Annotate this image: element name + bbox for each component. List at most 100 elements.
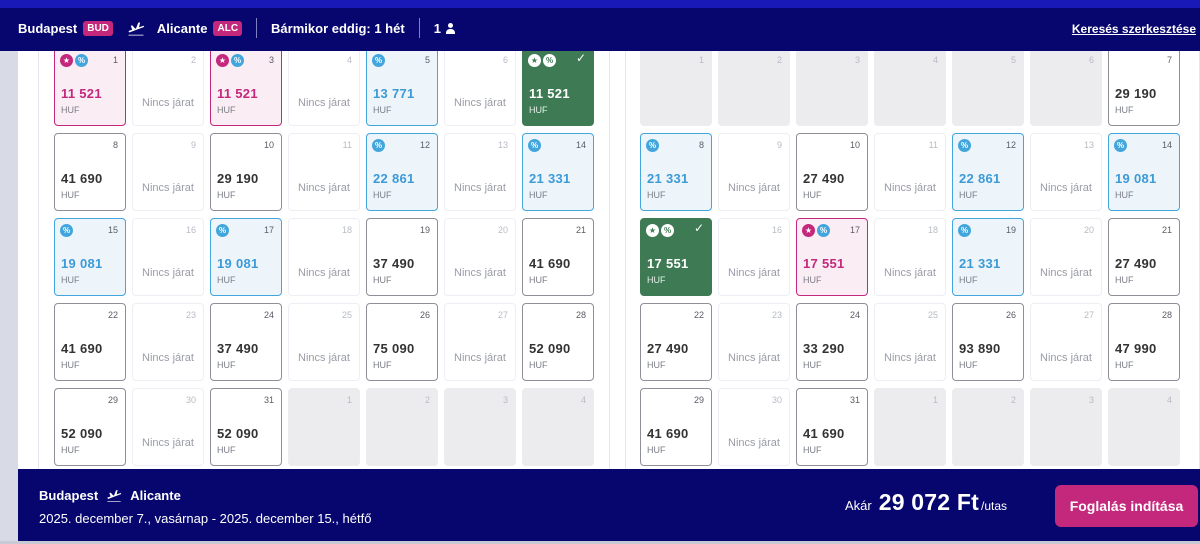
calendar-day[interactable]: % 12 22 861 HUF [366,133,438,211]
calendar-day-no-flight: 16 Nincs járat [132,218,204,296]
discount-percent-icon: % [817,224,830,237]
currency-label: HUF [217,105,236,115]
currency-label: HUF [647,360,666,370]
currency-label: HUF [373,190,392,200]
day-price: 27 490 [803,171,845,186]
calendar-day-no-flight: 18 Nincs járat [874,218,946,296]
no-flight-label: Nincs járat [142,352,194,364]
currency-label: HUF [647,275,666,285]
currency-label: HUF [959,275,978,285]
passenger-count: 1 [433,20,441,36]
calendar-day[interactable]: 22 41 690 HUF [54,303,126,381]
calendar-day[interactable]: 31 52 090 HUF [210,388,282,466]
calendar-day-empty: 1 [640,51,712,126]
day-price: 19 081 [61,256,103,271]
discount-percent-icon: % [372,139,385,152]
calendar-day[interactable]: % 14 21 331 HUF [522,133,594,211]
day-number: 6 [1088,55,1094,65]
calendar-day[interactable]: ★% 1 11 521 HUF [54,51,126,126]
calendar-day-empty: 1 [874,388,946,466]
calendar-day[interactable]: 29 52 090 HUF [54,388,126,466]
fare-badges: % [958,224,973,237]
day-number: 21 [575,225,586,235]
calendar-day[interactable]: 29 41 690 HUF [640,388,712,466]
day-number: 9 [190,140,196,150]
currency-label: HUF [61,445,80,455]
calendar-day[interactable]: 24 33 290 HUF [796,303,868,381]
currency-label: HUF [647,445,666,455]
calendar-day[interactable]: ★% 3 11 521 HUF [210,51,282,126]
calendar-day[interactable]: 19 37 490 HUF [366,218,438,296]
calendar-day[interactable]: % 19 21 331 HUF [952,218,1024,296]
day-number: 2 [424,395,430,405]
currency-label: HUF [217,190,236,200]
calendar-day[interactable]: % 15 19 081 HUF [54,218,126,296]
currency-label: HUF [61,190,80,200]
calendar-day[interactable]: ★% 17 17 551 HUF [796,218,868,296]
calendar-day[interactable]: 28 52 090 HUF [522,303,594,381]
day-number: 5 [424,55,430,65]
calendar-day[interactable]: 26 93 890 HUF [952,303,1024,381]
calendar-day[interactable]: 24 37 490 HUF [210,303,282,381]
currency-label: HUF [1115,190,1134,200]
no-flight-label: Nincs járat [728,352,780,364]
calendar-day-empty: 4 [522,388,594,466]
fare-from-label: Akár [845,498,872,513]
calendar-day[interactable]: 7 29 190 HUF [1108,51,1180,126]
day-price: 27 490 [647,341,689,356]
calendar-day[interactable]: 21 41 690 HUF [522,218,594,296]
day-number: 26 [1005,310,1016,320]
day-price: 27 490 [1115,256,1157,271]
currency-label: HUF [803,275,822,285]
calendar-day-no-flight: 9 Nincs járat [718,133,790,211]
day-number: 21 [1161,225,1172,235]
day-number: 29 [693,395,704,405]
calendar-day-empty: 5 [952,51,1024,126]
calendar-day[interactable]: % 5 13 771 HUF [366,51,438,126]
calendar-day[interactable]: 31 41 690 HUF [796,388,868,466]
calendar-day[interactable]: % 8 21 331 HUF [640,133,712,211]
start-booking-button[interactable]: Foglalás indítása [1055,485,1198,527]
calendar-day-no-flight: 16 Nincs járat [718,218,790,296]
currency-label: HUF [1115,360,1134,370]
day-price: 29 190 [217,171,259,186]
day-price: 37 490 [373,256,415,271]
day-price: 22 861 [959,171,1001,186]
header-accent-strip [0,0,1200,8]
calendar-day-no-flight: 2 Nincs járat [132,51,204,126]
calendar-day[interactable]: 21 27 490 HUF [1108,218,1180,296]
calendar-day[interactable]: 8 41 690 HUF [54,133,126,211]
club-star-icon: ★ [646,224,659,237]
calendar-day[interactable]: 10 27 490 HUF [796,133,868,211]
day-number: 24 [849,310,860,320]
calendar-day[interactable]: % 12 22 861 HUF [952,133,1024,211]
calendar-day[interactable]: 26 75 090 HUF [366,303,438,381]
club-star-icon: ★ [528,54,541,67]
day-number: 2 [190,55,196,65]
divider [256,18,258,38]
calendar-day[interactable]: 28 47 990 HUF [1108,303,1180,381]
search-summary[interactable]: Budapest BUD Alicante ALC Bármikor eddig… [18,17,455,39]
no-flight-label: Nincs járat [142,437,194,449]
discount-percent-icon: % [543,54,556,67]
day-price: 21 331 [647,171,689,186]
currency-label: HUF [647,190,666,200]
day-number: 12 [1005,140,1016,150]
calendar-day-empty: 2 [718,51,790,126]
calendar-day[interactable]: 22 27 490 HUF [640,303,712,381]
calendar-day-no-flight: 6 Nincs járat [444,51,516,126]
calendar-day[interactable]: ★% ✓ 17 551 HUF [640,218,712,296]
calendar-day[interactable]: ★% ✓ 11 521 HUF [522,51,594,126]
destination-city: Alicante [156,20,208,36]
calendar-day-no-flight: 27 Nincs járat [444,303,516,381]
day-price: 33 290 [803,341,845,356]
calendar-day[interactable]: % 17 19 081 HUF [210,218,282,296]
calendar-day[interactable]: % 14 19 081 HUF [1108,133,1180,211]
edit-search-link[interactable]: Keresés szerkesztése [1071,22,1196,36]
currency-label: HUF [217,445,236,455]
calendar-day[interactable]: 10 29 190 HUF [210,133,282,211]
fare-badges: ★% [528,54,558,67]
summary-route: Budapest Alicante [39,487,181,503]
day-number: 1 [112,55,118,65]
day-number: 9 [776,140,782,150]
